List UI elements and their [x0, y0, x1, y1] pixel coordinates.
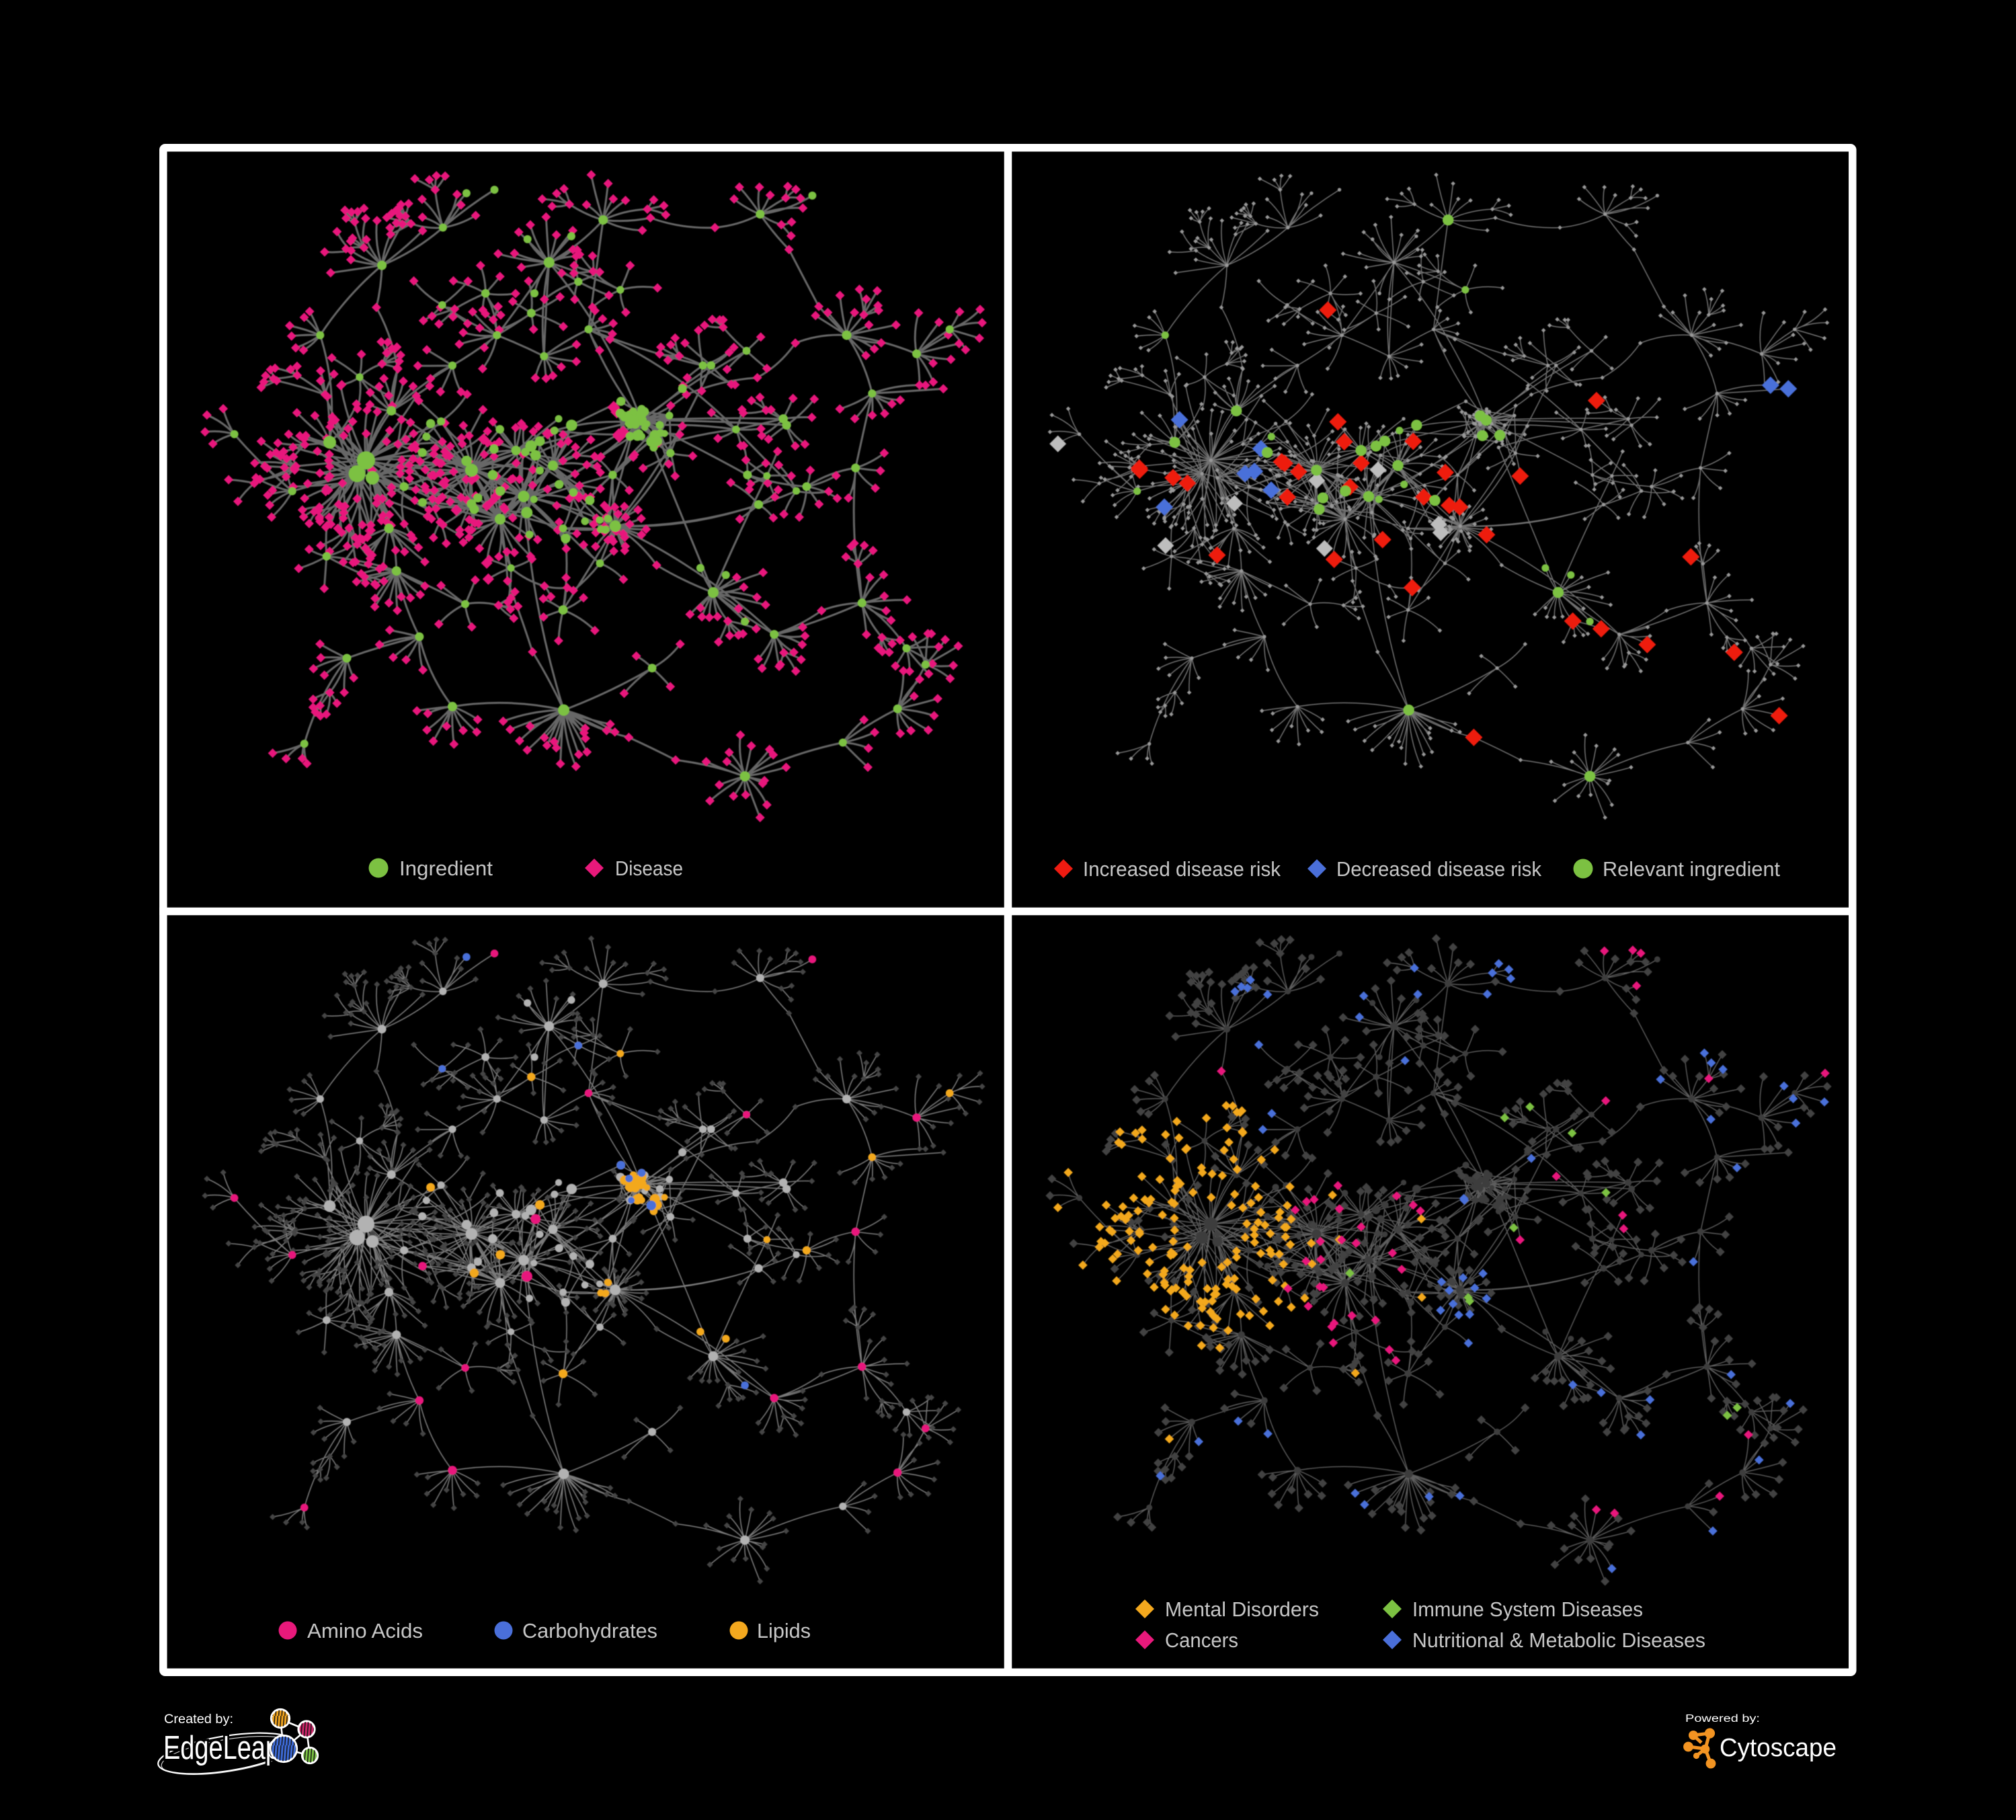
svg-text:Increased disease risk: Increased disease risk	[1083, 857, 1281, 881]
svg-text:Amino Acids: Amino Acids	[307, 1619, 423, 1643]
svg-text:Carbohydrates: Carbohydrates	[522, 1619, 657, 1643]
svg-text:Disease: Disease	[615, 857, 683, 880]
svg-text:Lipids: Lipids	[757, 1619, 811, 1643]
svg-text:Mental Disorders: Mental Disorders	[1165, 1597, 1319, 1621]
svg-text:Powered by:: Powered by:	[1685, 1713, 1760, 1725]
svg-text:Immune System Diseases: Immune System Diseases	[1412, 1597, 1643, 1621]
svg-text:Decreased disease risk: Decreased disease risk	[1336, 857, 1541, 881]
svg-text:Ingredient: Ingredient	[399, 857, 493, 880]
svg-text:Cancers: Cancers	[1165, 1628, 1238, 1652]
svg-text:EdgeLeap: EdgeLeap	[163, 1730, 280, 1766]
svg-text:Created by:: Created by:	[164, 1712, 233, 1727]
svg-text:Relevant ingredient: Relevant ingredient	[1603, 857, 1780, 881]
svg-text:Nutritional & Metabolic Diseas: Nutritional & Metabolic Diseases	[1412, 1628, 1705, 1652]
svg-text:Cytoscape: Cytoscape	[1720, 1734, 1837, 1762]
